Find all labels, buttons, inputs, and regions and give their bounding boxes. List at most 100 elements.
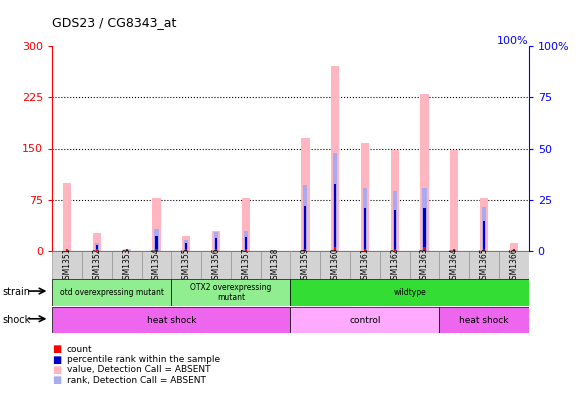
Bar [125,249,128,251]
Bar [125,250,129,251]
Bar [334,184,336,251]
Bar [364,249,366,251]
Bar [290,307,439,333]
Bar [261,251,290,279]
Bar [394,249,396,251]
Bar [450,150,458,251]
Bar [483,249,485,251]
Text: GSM1358: GSM1358 [271,247,280,284]
Text: rank, Detection Call = ABSENT: rank, Detection Call = ABSENT [67,376,206,385]
Bar [215,238,217,251]
Bar [185,249,187,251]
Bar [439,307,529,333]
Bar [212,231,220,251]
Bar [331,66,339,251]
Bar [380,251,410,279]
Text: strain: strain [3,287,31,297]
Bar [333,153,337,251]
Bar [201,251,231,279]
Bar [63,183,71,251]
Bar [304,249,306,251]
Bar [184,240,188,251]
Text: GSM1366: GSM1366 [510,247,518,284]
Bar [393,191,397,251]
Bar [95,242,99,251]
Bar [290,251,320,279]
Bar [156,249,157,251]
Bar [142,251,171,279]
Text: wildtype: wildtype [393,288,426,297]
Bar [499,251,529,279]
Bar [245,249,247,251]
Bar [66,249,68,251]
Text: otd overexpressing mutant: otd overexpressing mutant [60,288,164,297]
Bar [469,251,499,279]
Bar [155,230,159,251]
Text: GSM1355: GSM1355 [182,247,191,284]
Bar [242,198,250,251]
Text: GSM1360: GSM1360 [331,247,340,284]
Bar [123,249,131,251]
Text: count: count [67,345,92,354]
Text: GSM1351: GSM1351 [63,247,71,284]
Bar [182,236,191,251]
Bar [185,243,187,251]
Text: ■: ■ [52,354,62,365]
Text: percentile rank within the sample: percentile rank within the sample [67,355,220,364]
Text: OTX2 overexpressing
mutant: OTX2 overexpressing mutant [190,283,272,302]
Text: GSM1362: GSM1362 [390,247,399,284]
Bar [364,208,366,251]
Text: GSM1361: GSM1361 [360,247,370,284]
Bar [231,251,261,279]
Bar [453,249,456,251]
Bar [290,279,529,306]
Bar [112,251,142,279]
Bar [304,206,306,251]
Bar [320,251,350,279]
Bar [52,279,171,306]
Text: 100%: 100% [497,36,529,46]
Bar [52,251,82,279]
Bar [245,237,247,251]
Bar [390,150,399,251]
Bar [214,232,218,251]
Text: GDS23 / CG8343_at: GDS23 / CG8343_at [52,16,177,29]
Bar [96,245,98,251]
Text: value, Detection Call = ABSENT: value, Detection Call = ABSENT [67,366,210,374]
Bar [156,236,157,251]
Bar [420,93,429,251]
Text: GSM1359: GSM1359 [301,247,310,284]
Bar [483,221,485,251]
Bar [82,251,112,279]
Bar [394,210,396,251]
Bar [93,233,101,251]
Bar [96,249,98,251]
Text: ■: ■ [52,344,62,354]
Bar [363,188,367,251]
Bar [410,251,439,279]
Text: GSM1356: GSM1356 [211,247,221,284]
Bar [152,198,161,251]
Bar [244,231,248,251]
Text: GSM1352: GSM1352 [92,247,102,284]
Text: ■: ■ [52,365,62,375]
Text: GSM1357: GSM1357 [241,247,250,284]
Bar [215,249,217,251]
Bar [424,208,425,251]
Text: GSM1363: GSM1363 [420,247,429,284]
Bar [361,143,369,251]
Text: shock: shock [3,315,31,325]
Text: GSM1353: GSM1353 [122,247,131,284]
Bar [422,188,426,251]
Bar [303,185,307,251]
Bar [424,248,425,251]
Text: GSM1364: GSM1364 [450,247,459,284]
Bar [482,207,486,251]
Bar [171,279,290,306]
Bar [480,198,488,251]
Text: GSM1354: GSM1354 [152,247,161,284]
Text: heat shock: heat shock [460,316,509,325]
Bar [301,138,310,251]
Bar [439,251,469,279]
Text: control: control [349,316,381,325]
